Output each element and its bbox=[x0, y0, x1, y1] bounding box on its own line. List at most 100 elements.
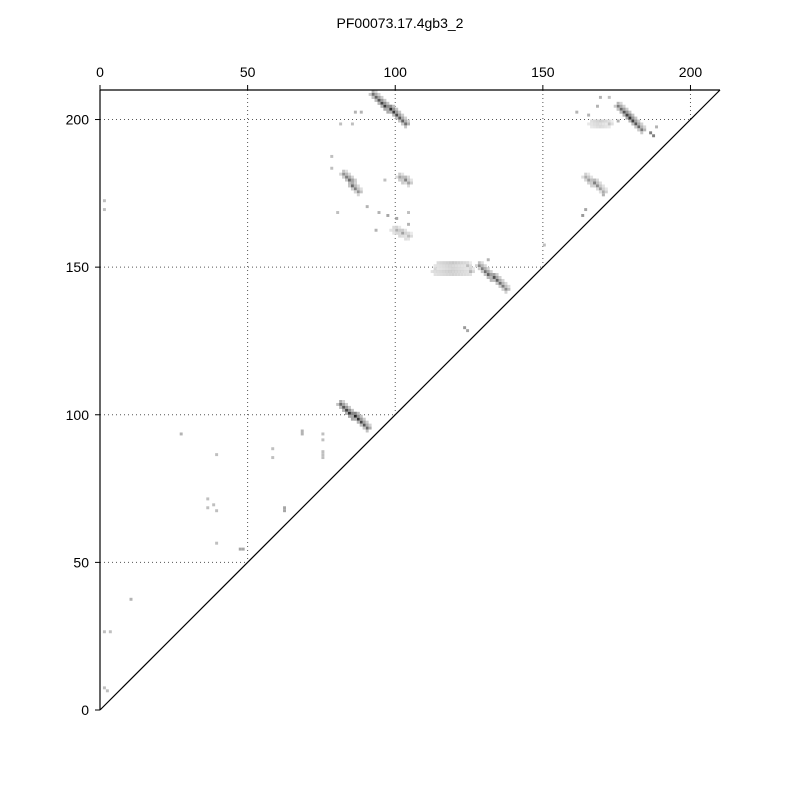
contact-cell bbox=[489, 270, 493, 274]
contact-cell bbox=[643, 125, 647, 129]
contact-cell bbox=[362, 420, 366, 424]
contact-cell bbox=[501, 278, 505, 282]
contact-point bbox=[652, 134, 656, 138]
contact-cell bbox=[353, 414, 357, 418]
contact-cell bbox=[404, 181, 408, 185]
contact-point bbox=[374, 228, 378, 232]
contact-cell bbox=[587, 175, 591, 179]
contact-cell bbox=[587, 122, 591, 126]
y-tick-label: 200 bbox=[66, 112, 90, 128]
contact-cell bbox=[401, 231, 405, 235]
contact-cell bbox=[398, 116, 402, 120]
contact-cell bbox=[501, 281, 505, 285]
contact-cell bbox=[622, 104, 626, 108]
contact-cell bbox=[395, 228, 399, 232]
contact-cell bbox=[345, 408, 348, 412]
contact-cell bbox=[486, 267, 490, 271]
contact-cell bbox=[451, 261, 455, 265]
heatmap-cells bbox=[102, 90, 658, 693]
contact-cell bbox=[389, 104, 393, 108]
contact-cell bbox=[380, 98, 384, 102]
contact-cell bbox=[401, 181, 405, 185]
contact-cell bbox=[640, 131, 644, 135]
contact-cell bbox=[601, 119, 605, 123]
contact-cell bbox=[398, 178, 402, 182]
contact-cell bbox=[353, 187, 357, 191]
y-tick-label: 0 bbox=[81, 702, 89, 718]
contact-cell bbox=[495, 276, 499, 279]
contact-cell bbox=[350, 175, 354, 179]
contact-point bbox=[283, 509, 286, 513]
contact-cell bbox=[622, 107, 626, 111]
contact-cell bbox=[410, 181, 413, 185]
contact-cell bbox=[584, 175, 588, 179]
contact-cell bbox=[590, 178, 594, 182]
contact-cell bbox=[622, 113, 626, 117]
contact-point bbox=[542, 243, 546, 247]
contact-point bbox=[215, 509, 219, 513]
contact-cell bbox=[590, 175, 594, 179]
contact-cell bbox=[395, 116, 399, 120]
contact-cell bbox=[410, 231, 413, 235]
contact-cell bbox=[601, 184, 605, 188]
contact-cell bbox=[392, 231, 396, 235]
contact-cell bbox=[486, 276, 490, 279]
contact-cell bbox=[637, 125, 641, 129]
contact-point bbox=[215, 453, 219, 457]
contact-cell bbox=[607, 122, 611, 126]
contact-point bbox=[359, 110, 363, 114]
contact-cell bbox=[504, 287, 508, 291]
contact-cell bbox=[480, 264, 484, 268]
contact-point bbox=[102, 208, 106, 212]
contact-cell bbox=[442, 270, 446, 274]
contact-cell bbox=[374, 92, 378, 96]
contact-cell bbox=[616, 104, 620, 108]
grid-lines bbox=[100, 90, 691, 563]
contact-cell bbox=[339, 400, 343, 403]
contact-cell bbox=[386, 101, 390, 105]
contact-cell bbox=[371, 95, 375, 99]
contact-cell bbox=[436, 270, 440, 274]
contact-cell bbox=[348, 405, 351, 409]
contact-cell bbox=[596, 125, 599, 129]
contact-cell bbox=[410, 178, 413, 182]
contact-cell bbox=[353, 411, 357, 415]
contact-cell bbox=[380, 104, 384, 108]
contact-point bbox=[300, 429, 304, 433]
contact-cell bbox=[460, 261, 464, 265]
contact-cell bbox=[430, 270, 434, 274]
contact-cell bbox=[371, 92, 375, 96]
contact-cell bbox=[401, 234, 405, 238]
contact-cell bbox=[469, 264, 472, 268]
contact-cell bbox=[460, 273, 464, 276]
contact-cell bbox=[392, 107, 396, 111]
contact-point bbox=[407, 211, 410, 214]
contact-cell bbox=[634, 116, 638, 120]
contact-point bbox=[241, 547, 245, 551]
contact-point bbox=[383, 178, 387, 182]
contact-cell bbox=[457, 264, 461, 268]
contact-point bbox=[215, 541, 219, 545]
contact-cell bbox=[404, 237, 408, 241]
contact-cell bbox=[345, 178, 348, 182]
contact-cell bbox=[353, 190, 357, 194]
contact-cell bbox=[345, 175, 348, 179]
contact-cell bbox=[353, 181, 357, 185]
contact-cell bbox=[607, 125, 611, 129]
contact-point bbox=[321, 432, 325, 436]
contact-point bbox=[102, 686, 106, 690]
contact-cell bbox=[433, 273, 437, 276]
contact-cell bbox=[374, 98, 378, 102]
contact-cell bbox=[350, 187, 354, 191]
contact-point bbox=[102, 199, 106, 203]
contact-point bbox=[575, 110, 579, 114]
contact-cell bbox=[442, 261, 446, 265]
contact-point bbox=[300, 432, 304, 436]
contact-cell bbox=[383, 104, 387, 108]
contact-cell bbox=[395, 175, 399, 179]
contact-cell bbox=[401, 113, 405, 117]
contact-cell bbox=[368, 92, 372, 96]
contact-point bbox=[321, 450, 325, 454]
x-axis-ticks: 0 50 100 150 200 bbox=[96, 64, 702, 90]
